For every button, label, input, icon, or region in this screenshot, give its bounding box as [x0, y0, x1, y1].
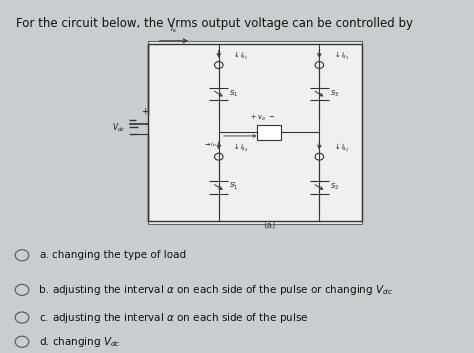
Text: changing the type of load: changing the type of load — [52, 250, 186, 260]
Text: c.: c. — [39, 312, 48, 323]
Text: $S_2$: $S_2$ — [330, 182, 339, 192]
Text: $S_1$: $S_1$ — [229, 89, 238, 99]
Bar — [257, 125, 281, 140]
Text: $\downarrow i_{s_4}$: $\downarrow i_{s_4}$ — [232, 142, 249, 154]
Text: $+\ v_o\ -$: $+\ v_o\ -$ — [250, 113, 275, 123]
Text: $\downarrow i_{s_1}$: $\downarrow i_{s_1}$ — [232, 50, 248, 62]
Text: adjusting the interval $\alpha$ on each side of the pulse: adjusting the interval $\alpha$ on each … — [52, 311, 309, 324]
Text: $\rightarrow i_o$: $\rightarrow i_o$ — [203, 140, 217, 149]
Text: a.: a. — [39, 250, 49, 260]
Text: $\downarrow i_{s_2}$: $\downarrow i_{s_2}$ — [333, 142, 349, 154]
Text: $S_3$: $S_3$ — [330, 89, 339, 99]
Text: $S_1'$: $S_1'$ — [229, 181, 238, 193]
Text: (a): (a) — [263, 221, 275, 231]
Text: $V_{dc}$: $V_{dc}$ — [111, 121, 125, 133]
Text: changing $V_{dc}$: changing $V_{dc}$ — [52, 335, 121, 349]
Text: b.: b. — [39, 285, 49, 295]
Text: $\downarrow i_{s_3}$: $\downarrow i_{s_3}$ — [333, 50, 349, 62]
Text: +: + — [141, 107, 148, 116]
Text: For the circuit below, the Vrms output voltage can be controlled by: For the circuit below, the Vrms output v… — [16, 17, 412, 30]
Text: adjusting the interval $\alpha$ on each side of the pulse or changing $V_{dc}$: adjusting the interval $\alpha$ on each … — [52, 283, 393, 297]
Text: d.: d. — [39, 337, 49, 347]
Text: $i_s$: $i_s$ — [171, 23, 177, 35]
Bar — [148, 41, 362, 224]
